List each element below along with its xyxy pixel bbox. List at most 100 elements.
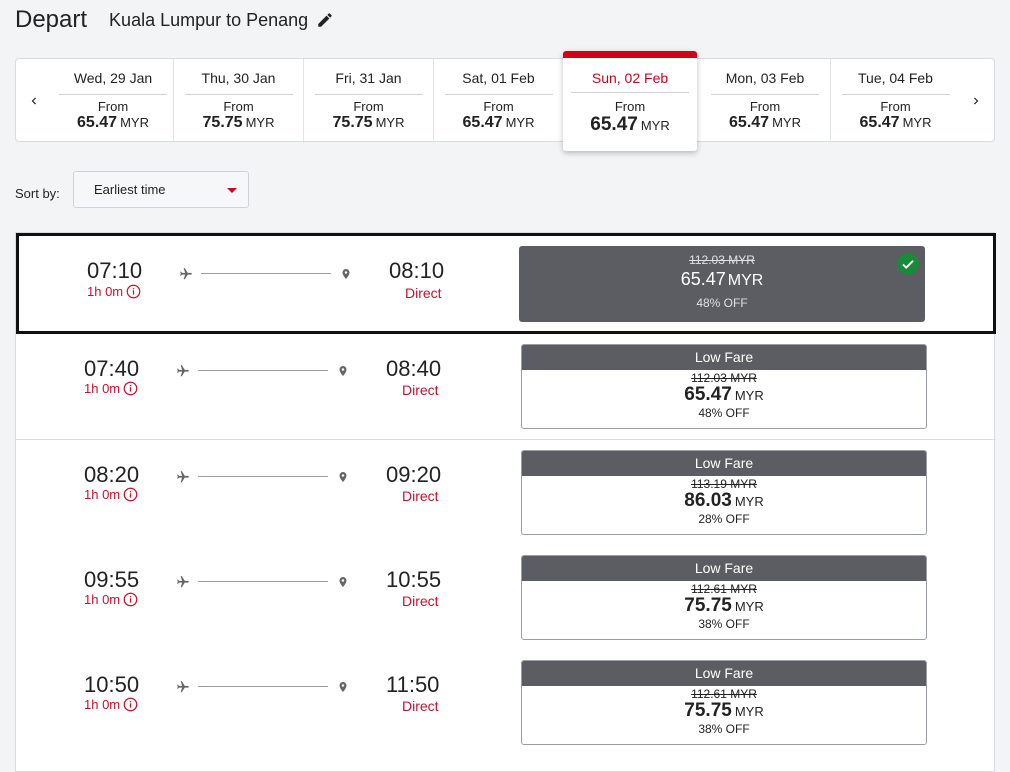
- flight-row[interactable]: 10:50 1h 0m 11:50 Direct Low Fare 112.61…: [16, 650, 996, 755]
- date-price-value: 65.47: [77, 114, 118, 131]
- date-divider: [444, 94, 553, 95]
- date-label: Fri, 31 Jan: [335, 70, 402, 86]
- original-price: 113.19 MYR: [691, 477, 757, 491]
- plane-icon: [177, 576, 189, 588]
- fare-price-currency: MYR: [734, 704, 764, 719]
- date-price-currency: MYR: [640, 118, 670, 133]
- duration-value: 1h 0m: [87, 284, 124, 299]
- plane-icon: [180, 268, 192, 280]
- date-option-0[interactable]: Wed, 29 Jan From 65.47 MYR: [52, 59, 174, 143]
- departure-time: 07:40: [84, 356, 140, 381]
- edit-pencil-icon[interactable]: [316, 11, 334, 29]
- location-pin-icon: [339, 577, 347, 587]
- fare-price-currency: MYR: [734, 388, 764, 403]
- plane-icon: [177, 681, 189, 693]
- flight-row[interactable]: 07:40 1h 0m 08:40 Direct Low Fare 112.03…: [16, 334, 996, 440]
- info-icon[interactable]: [123, 592, 138, 607]
- arrival-time: 08:40: [386, 356, 442, 381]
- date-option-5[interactable]: Mon, 03 Feb From 65.47 MYR: [700, 59, 830, 143]
- flight-track-line: [198, 370, 328, 371]
- departure-time: 08:20: [84, 462, 140, 487]
- date-label: Tue, 04 Feb: [858, 70, 933, 86]
- fare-price-value: 75.75: [684, 700, 732, 721]
- date-price-currency: MYR: [902, 115, 932, 130]
- duration-value: 1h 0m: [84, 697, 121, 712]
- discount-label: 38% OFF: [698, 617, 750, 631]
- departure-time: 09:55: [84, 567, 140, 592]
- fare-price: 75.75 MYR: [522, 596, 926, 617]
- stops-label: Direct: [402, 382, 439, 398]
- flight-track-line: [198, 581, 328, 582]
- date-label: Sat, 01 Feb: [462, 70, 535, 86]
- flight-row-selected[interactable]: 07:10 1h 0m 08:10 Direct 112.03 MYR 65.4…: [16, 233, 996, 334]
- date-option-1[interactable]: Thu, 30 Jan From 75.75 MYR: [173, 59, 303, 143]
- date-from-label: From: [483, 99, 514, 114]
- date-price-currency: MYR: [772, 115, 801, 130]
- date-label: Sun, 02 Feb: [591, 70, 669, 86]
- date-price-value: 65.47: [462, 114, 503, 131]
- prev-dates-button[interactable]: [16, 59, 52, 143]
- fare-type-label: Low Fare: [522, 451, 926, 476]
- fare-option[interactable]: Low Fare 112.61 MYR 75.75 MYR 38% OFF: [521, 555, 927, 640]
- flight-row[interactable]: 09:55 1h 0m 10:55 Direct Low Fare 112.61…: [16, 545, 996, 650]
- duration-value: 1h 0m: [84, 487, 121, 502]
- fare-price-currency: MYR: [734, 494, 764, 509]
- date-label: Mon, 03 Feb: [725, 70, 805, 86]
- fare-option[interactable]: Low Fare 112.61 MYR 75.75 MYR 38% OFF: [521, 660, 927, 745]
- info-icon[interactable]: [123, 697, 138, 712]
- fare-price-value: 75.75: [684, 595, 732, 616]
- date-divider: [314, 94, 423, 95]
- flight-track-line: [198, 476, 328, 477]
- stops-label: Direct: [405, 285, 442, 301]
- location-pin-icon: [339, 472, 347, 482]
- flight-duration: 1h 0m: [87, 284, 141, 299]
- date-selector: Wed, 29 Jan From 65.47 MYR Thu, 30 Jan Fr…: [15, 58, 995, 143]
- sort-dropdown[interactable]: Earliest time: [73, 171, 249, 208]
- info-icon[interactable]: [123, 381, 138, 396]
- sort-label: Sort by:: [15, 186, 60, 201]
- fare-option[interactable]: Low Fare 112.03 MYR 65.47 MYR 48% OFF: [521, 344, 927, 429]
- date-from-label: From: [223, 99, 254, 114]
- date-price: 75.75 MYR: [174, 114, 303, 132]
- fare-price: 65.47 MYR: [519, 269, 925, 290]
- flight-duration: 1h 0m: [84, 381, 138, 396]
- location-pin-icon: [342, 269, 350, 279]
- next-dates-button[interactable]: [958, 59, 994, 143]
- original-price: 112.61 MYR: [691, 687, 757, 701]
- date-option-6[interactable]: Tue, 04 Feb From 65.47 MYR: [830, 59, 960, 143]
- date-from-label: From: [614, 99, 646, 114]
- date-price: 65.47 MYR: [831, 114, 960, 132]
- arrival-time: 11:50: [386, 672, 440, 697]
- date-price-value: 65.47: [859, 114, 900, 131]
- route-label: Kuala Lumpur to Penang: [109, 9, 309, 30]
- date-price: 65.47 MYR: [52, 114, 174, 132]
- date-price: 75.75 MYR: [304, 114, 433, 132]
- discount-label: 48% OFF: [696, 296, 748, 310]
- stops-label: Direct: [402, 593, 439, 609]
- date-price-currency: MYR: [245, 115, 275, 130]
- info-icon[interactable]: [126, 284, 141, 299]
- date-from-label: From: [880, 99, 911, 114]
- info-icon[interactable]: [123, 487, 138, 502]
- fare-price: 86.03 MYR: [522, 491, 926, 512]
- date-option-2[interactable]: Fri, 31 Jan From 75.75 MYR: [303, 59, 433, 143]
- fare-price-currency: MYR: [734, 599, 764, 614]
- original-price: 112.61 MYR: [691, 582, 757, 596]
- date-label: Thu, 30 Jan: [201, 70, 276, 86]
- date-from-label: From: [97, 99, 129, 114]
- flight-row[interactable]: 08:20 1h 0m 09:20 Direct Low Fare 113.19…: [16, 440, 996, 545]
- check-circle-icon: [897, 253, 919, 275]
- date-price: 65.47 MYR: [434, 114, 563, 132]
- date-option-3[interactable]: Sat, 01 Feb From 65.47 MYR: [433, 59, 563, 143]
- date-divider: [571, 92, 689, 93]
- date-option-selected[interactable]: Sun, 02 Feb From 65.47 MYR: [563, 51, 697, 151]
- fare-option[interactable]: Low Fare 113.19 MYR 86.03 MYR 28% OFF: [521, 450, 927, 535]
- fare-option-selected[interactable]: 112.03 MYR 65.47 MYR 48% OFF: [519, 246, 925, 322]
- fare-price-currency: MYR: [727, 272, 764, 289]
- arrival-time: 10:55: [386, 567, 442, 592]
- flight-list: 07:10 1h 0m 08:10 Direct 112.03 MYR 65.4…: [15, 232, 996, 772]
- date-price-currency: MYR: [505, 115, 535, 130]
- original-price: 112.03 MYR: [689, 253, 755, 267]
- plane-icon: [177, 365, 189, 377]
- departure-time: 10:50: [84, 672, 140, 697]
